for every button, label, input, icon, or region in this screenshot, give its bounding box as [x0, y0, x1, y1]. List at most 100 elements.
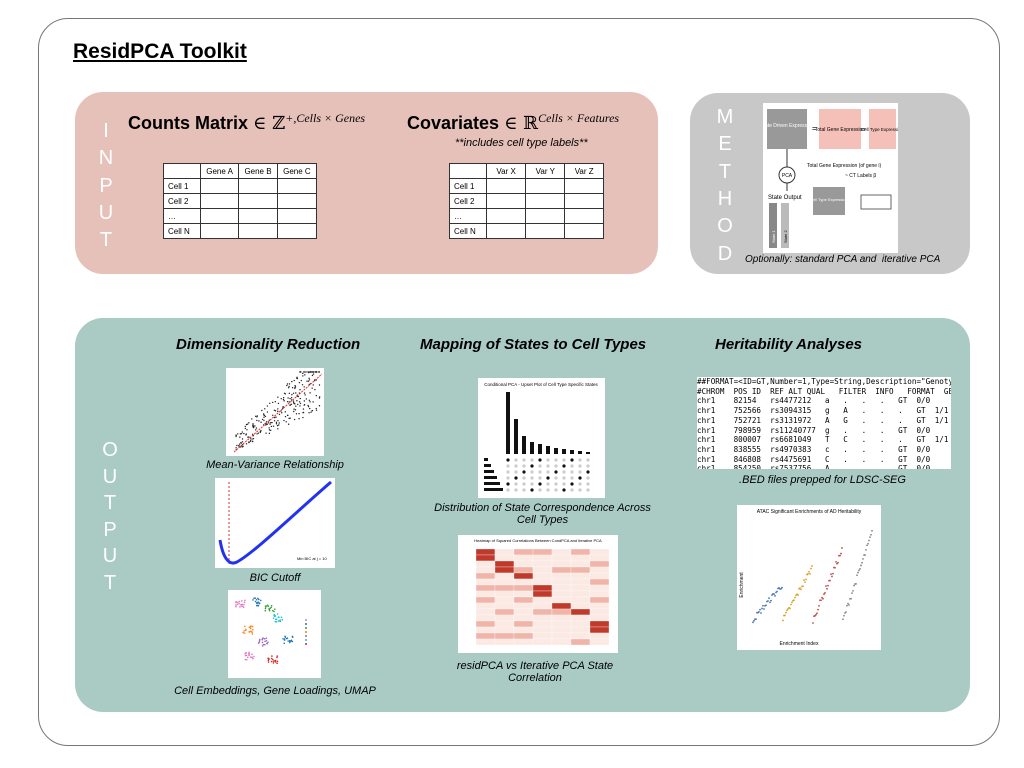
- dot: [304, 371, 306, 373]
- heat-cell: [570, 572, 591, 580]
- heat-cell: [589, 572, 610, 580]
- dot: [272, 617, 275, 619]
- dot: [306, 380, 308, 382]
- dot: [812, 622, 814, 624]
- set-dot: [538, 464, 542, 468]
- cell: [199, 178, 240, 194]
- dot: [283, 419, 285, 422]
- dot: [287, 387, 290, 389]
- dot: [808, 570, 810, 573]
- heat-cell: [532, 632, 553, 640]
- set-bar: [484, 488, 503, 491]
- dot: [303, 400, 306, 402]
- set-dot: [554, 476, 558, 480]
- heat-cell: [551, 584, 572, 592]
- dot: [789, 607, 791, 610]
- vertical-letter: P: [103, 518, 117, 541]
- vcf-line: chr1 752566 rs3094315 g A . . . GT 1/1: [697, 406, 949, 416]
- beta-box: [860, 194, 892, 210]
- dot: [252, 599, 254, 601]
- dot: [308, 407, 311, 410]
- dot: [263, 414, 265, 416]
- bar: [578, 451, 582, 454]
- dot: [869, 536, 871, 538]
- figure-caption: .BED files prepped for LDSC-SEG: [739, 474, 906, 486]
- dot: [243, 432, 245, 435]
- column-header: Var X: [485, 163, 527, 179]
- set-dot: [506, 482, 510, 486]
- heat-cell: [513, 584, 534, 592]
- set-dot: [562, 464, 566, 468]
- legend-dot: [305, 627, 307, 629]
- dot: [273, 409, 276, 412]
- dot: [244, 427, 247, 430]
- dot: [288, 417, 290, 420]
- dot: [238, 444, 240, 447]
- dot: [274, 615, 276, 618]
- dot: [244, 625, 246, 628]
- dot: [265, 637, 268, 639]
- dot: [860, 564, 862, 567]
- heat-cell: [494, 614, 515, 622]
- heat-cell: [589, 584, 610, 592]
- dot: [291, 640, 294, 643]
- dot: [270, 604, 273, 607]
- dot: [243, 632, 246, 634]
- set-dot: [546, 464, 550, 468]
- dot: [264, 643, 266, 646]
- set-dot: [562, 482, 566, 486]
- mean-variance-plot: [226, 368, 324, 456]
- upset-plot: Conditional PCA - Upset Plot of Cell Typ…: [478, 378, 605, 498]
- heat-cell: [551, 632, 572, 640]
- cell: [238, 223, 278, 239]
- dot: [803, 579, 805, 581]
- dot: [276, 662, 278, 665]
- dot: [295, 413, 298, 415]
- dot: [785, 611, 787, 614]
- heat-cell: [551, 608, 572, 616]
- heat-cell: [551, 614, 572, 622]
- heat-cell: [513, 638, 534, 646]
- dot: [831, 575, 833, 578]
- dot: [770, 599, 772, 602]
- dot: [272, 658, 274, 661]
- dot: [248, 441, 250, 444]
- heat-cell: [475, 626, 496, 634]
- corner-cell: [163, 163, 201, 179]
- dot: [276, 613, 279, 615]
- dot: [275, 421, 278, 424]
- dot: [791, 601, 793, 604]
- dot: [295, 405, 297, 407]
- heat-cell: [589, 620, 610, 628]
- heat-cell: [532, 620, 553, 628]
- heat-cell: [513, 560, 534, 568]
- dot: [235, 605, 237, 608]
- dot: [287, 414, 289, 417]
- dot: [769, 601, 771, 604]
- ct-labels: ~ CT Labels β: [845, 173, 876, 179]
- dot: [253, 655, 255, 658]
- heat-cell: [570, 608, 591, 616]
- dot: [758, 610, 760, 613]
- dot: [310, 411, 312, 413]
- heat-cell: [589, 632, 610, 640]
- set-dot: [514, 464, 518, 468]
- dot: [254, 425, 256, 427]
- heat-cell: [532, 554, 553, 562]
- row-header: Cell 2: [163, 193, 201, 209]
- set-dot: [522, 464, 526, 468]
- dot: [274, 608, 276, 610]
- dot: [308, 379, 311, 381]
- dot: [269, 402, 271, 404]
- dot: [258, 638, 261, 641]
- set-dot: [578, 464, 582, 468]
- total-label: Total Gene Expression: [815, 127, 866, 133]
- heat-cell: [551, 602, 572, 610]
- heat-cell: [494, 632, 515, 640]
- dot: [298, 417, 300, 420]
- vcf-line: #CHROM POS ID REF ALT QUAL FILTER INFO F…: [697, 386, 951, 396]
- vcf-line: chr1 82154 rs4477212 a . . . GT 0/0: [697, 396, 931, 406]
- dot: [826, 587, 828, 590]
- covariates-superscript: Cells × Features: [538, 111, 620, 125]
- figure-caption: BIC Cutoff: [249, 572, 301, 584]
